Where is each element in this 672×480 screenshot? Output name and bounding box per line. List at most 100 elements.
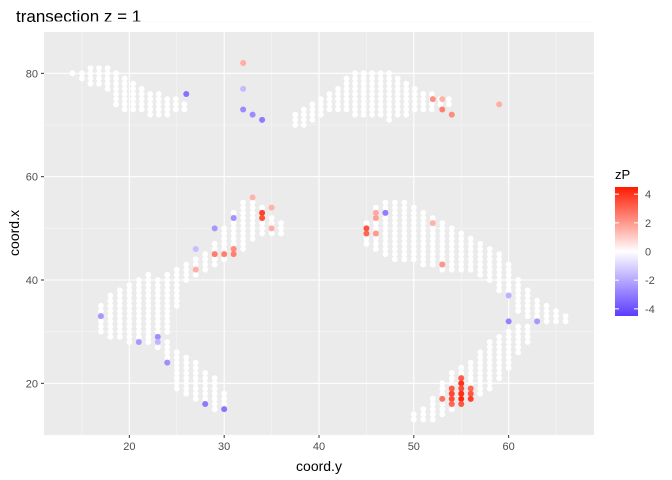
data-point xyxy=(411,101,418,108)
data-point xyxy=(394,111,401,118)
data-point xyxy=(211,395,218,402)
data-point xyxy=(486,246,493,252)
data-point xyxy=(343,101,350,108)
highlight-point xyxy=(439,395,446,402)
data-point xyxy=(107,302,114,309)
x-tick-label: 30 xyxy=(218,441,230,453)
data-point xyxy=(496,370,503,376)
data-point xyxy=(130,85,137,92)
data-point xyxy=(524,287,531,294)
data-point xyxy=(403,101,410,108)
data-point xyxy=(420,256,427,263)
data-point xyxy=(164,111,171,118)
data-point xyxy=(360,96,367,103)
data-point xyxy=(145,271,152,278)
data-point xyxy=(515,328,522,335)
data-point xyxy=(467,251,474,258)
data-point xyxy=(192,271,199,278)
data-point xyxy=(505,266,512,273)
data-point xyxy=(429,225,436,232)
data-point xyxy=(448,261,455,268)
data-point xyxy=(173,349,180,356)
data-point xyxy=(458,246,465,252)
data-point xyxy=(317,96,324,103)
data-point xyxy=(309,101,316,108)
data-point xyxy=(386,96,393,103)
data-point xyxy=(183,271,190,278)
data-point xyxy=(343,91,350,97)
data-point xyxy=(477,246,484,252)
data-point xyxy=(486,251,493,258)
highlight-point xyxy=(448,390,455,397)
data-point xyxy=(439,240,446,247)
data-point xyxy=(363,240,370,247)
data-point xyxy=(486,277,493,283)
data-point xyxy=(428,91,435,97)
data-point xyxy=(135,302,142,309)
data-point xyxy=(202,256,209,263)
data-point xyxy=(420,235,427,242)
data-point xyxy=(382,225,389,232)
data-point xyxy=(145,297,152,304)
highlight-point xyxy=(259,215,266,221)
data-point xyxy=(505,282,512,289)
highlight-point xyxy=(505,318,512,325)
data-point xyxy=(403,106,410,113)
data-point xyxy=(515,349,522,356)
highlight-point xyxy=(458,385,465,392)
data-point xyxy=(439,225,446,232)
data-point xyxy=(496,375,503,382)
data-point xyxy=(411,96,418,103)
data-point xyxy=(259,225,266,232)
data-point xyxy=(448,230,455,237)
data-point xyxy=(515,302,522,309)
data-point xyxy=(164,339,171,345)
data-point xyxy=(183,277,190,283)
data-point xyxy=(154,287,161,294)
data-point xyxy=(486,266,493,273)
data-point xyxy=(104,75,111,82)
data-point xyxy=(126,308,133,314)
legend-tick-label: 4 xyxy=(645,189,651,201)
data-point xyxy=(173,385,180,392)
data-point xyxy=(477,251,484,258)
data-point xyxy=(116,308,123,314)
data-point xyxy=(401,204,408,211)
data-point xyxy=(553,308,559,314)
data-point xyxy=(145,313,152,320)
highlight-point xyxy=(230,215,237,221)
data-point xyxy=(505,287,512,294)
data-point xyxy=(429,230,436,237)
data-point xyxy=(154,328,161,335)
data-point xyxy=(107,318,114,325)
data-point xyxy=(126,313,133,320)
data-point xyxy=(164,96,171,103)
data-point xyxy=(377,101,384,108)
data-point xyxy=(486,271,493,278)
data-point xyxy=(116,323,123,330)
data-point xyxy=(300,106,307,113)
data-point xyxy=(87,65,94,72)
data-point xyxy=(343,75,350,82)
data-point xyxy=(116,313,123,320)
data-point xyxy=(403,111,410,118)
data-point xyxy=(352,70,358,77)
data-point xyxy=(496,364,503,371)
data-point xyxy=(524,308,531,314)
highlight-point xyxy=(448,385,455,392)
data-point xyxy=(164,101,171,108)
data-point xyxy=(192,364,199,371)
data-point xyxy=(410,251,417,258)
data-point xyxy=(477,370,484,376)
data-point xyxy=(505,344,512,351)
data-point xyxy=(126,323,133,330)
data-point xyxy=(326,106,333,113)
data-point xyxy=(135,318,142,325)
data-point xyxy=(428,106,435,113)
data-point xyxy=(524,292,531,299)
data-point xyxy=(87,70,94,77)
data-point xyxy=(79,70,85,77)
data-point xyxy=(121,91,128,97)
data-point xyxy=(211,246,218,252)
data-point xyxy=(121,106,128,113)
